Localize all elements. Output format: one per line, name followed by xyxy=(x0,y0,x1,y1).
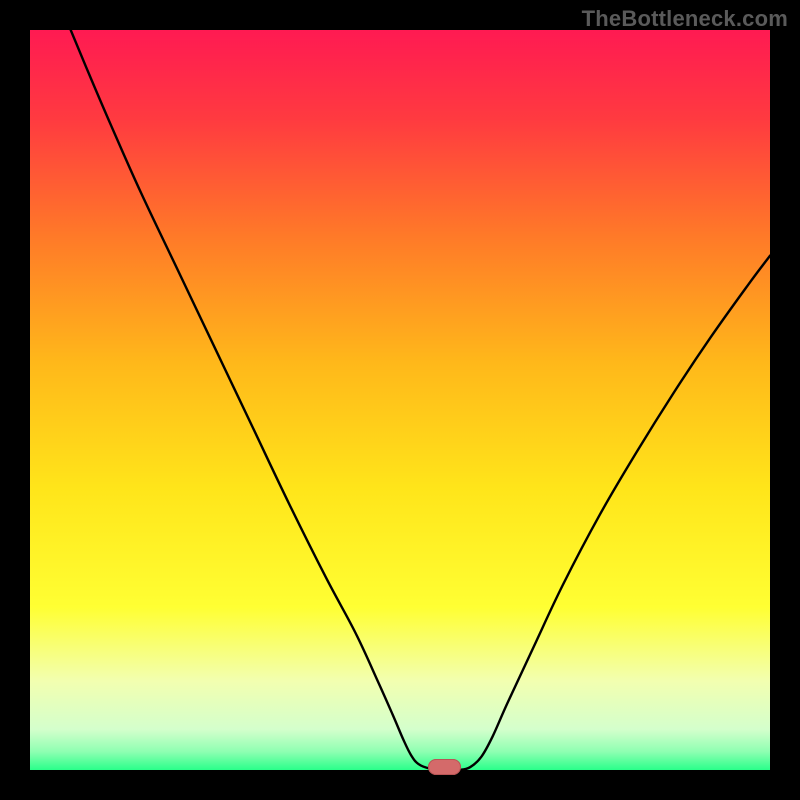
bottleneck-curve xyxy=(30,30,770,770)
watermark-text: TheBottleneck.com xyxy=(582,6,788,32)
plot-area xyxy=(30,30,770,770)
optimal-marker xyxy=(428,759,461,775)
